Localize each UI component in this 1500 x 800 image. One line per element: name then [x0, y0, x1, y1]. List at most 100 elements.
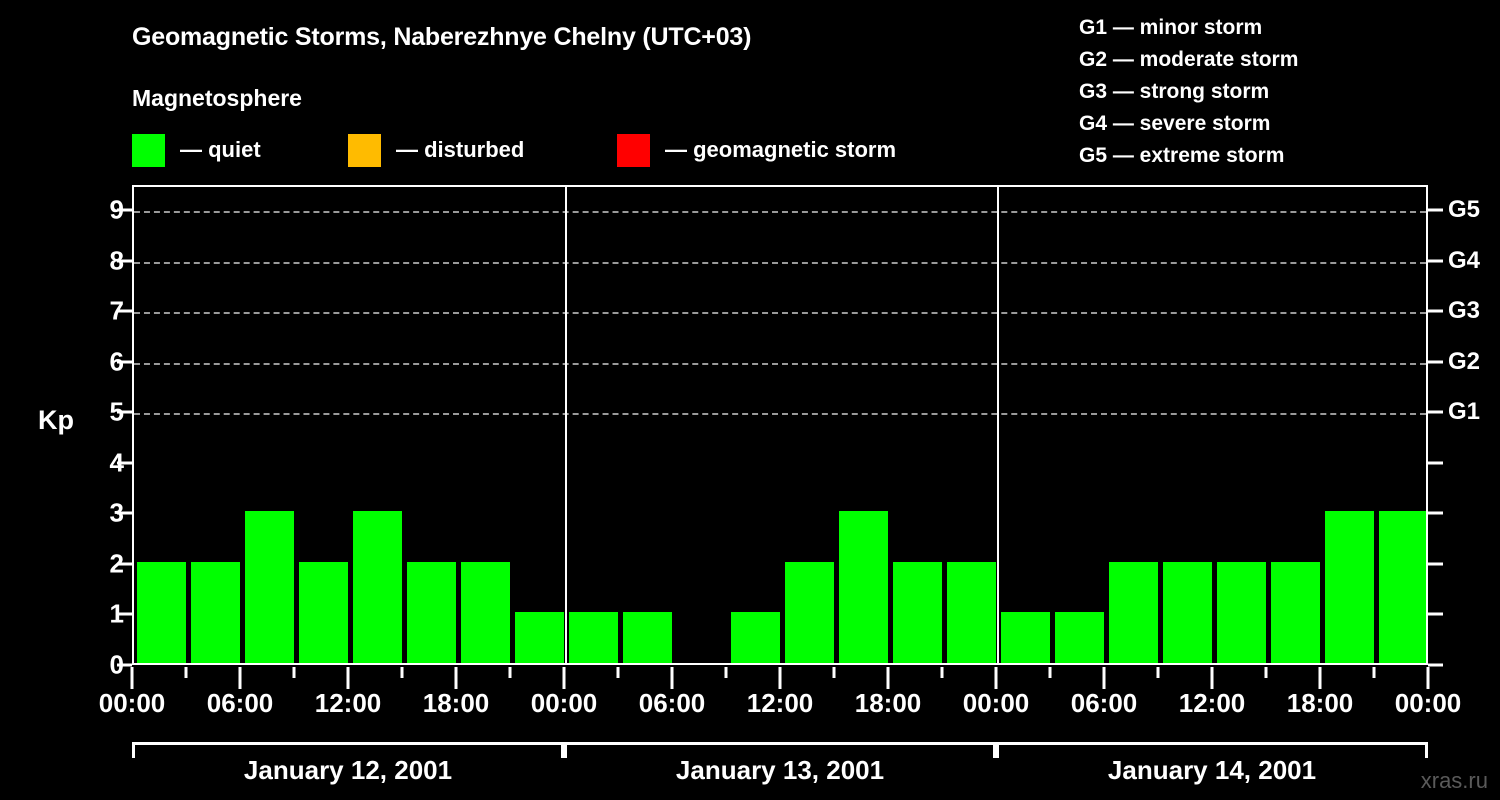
legend-item-1: — disturbed: [348, 133, 524, 167]
bar[interactable]: [1108, 561, 1158, 663]
x-tick-24: [1426, 667, 1430, 689]
y-tick-right-2: [1428, 562, 1443, 566]
bar[interactable]: [784, 561, 834, 663]
gscale-row-g5: G5 — extreme storm: [1079, 144, 1285, 167]
y-tick-right-3: [1428, 511, 1443, 515]
bar[interactable]: [136, 561, 186, 663]
bar[interactable]: [622, 612, 672, 663]
bar[interactable]: [1216, 561, 1266, 663]
chart-subtitle: Magnetosphere: [132, 85, 302, 111]
y-tick-right-6: [1428, 360, 1443, 364]
x-axis-label-6: 12:00: [746, 688, 814, 718]
y-axis-label-0: 0: [109, 649, 124, 680]
legend-item-label: — disturbed: [396, 137, 525, 162]
x-axis-label-0: 00:00: [98, 688, 166, 718]
gridline-kp-9: [134, 211, 1426, 214]
x-tick-13: [832, 667, 836, 678]
x-tick-2: [238, 667, 242, 689]
day-separator-1: [565, 187, 567, 663]
x-tick-6: [454, 667, 458, 689]
y-axis-label-8: 8: [109, 245, 124, 276]
g-axis-label-g3: G3: [1448, 297, 1481, 325]
gscale-row-g1: G1 — minor storm: [1079, 16, 1263, 39]
g-axis-label-g1: G1: [1448, 398, 1481, 426]
day-separator-2: [997, 187, 999, 663]
gridline-kp-7: [134, 312, 1426, 315]
y-tick-left-4: [117, 461, 132, 465]
bar[interactable]: [1054, 612, 1104, 663]
bar[interactable]: [190, 561, 240, 663]
date-label-2: January 14, 2001: [1107, 755, 1317, 785]
bar[interactable]: [568, 612, 618, 663]
y-tick-left-9: [117, 208, 132, 212]
legend-item-label: — geomagnetic storm: [665, 137, 897, 162]
x-tick-3: [292, 667, 296, 678]
y-tick-right-9: [1428, 208, 1443, 212]
y-tick-right-7: [1428, 309, 1443, 313]
gscale-row-g3: G3 — strong storm: [1079, 80, 1270, 103]
y-tick-right-0: [1428, 663, 1443, 667]
y-tick-left-1: [117, 612, 132, 616]
bar[interactable]: [1000, 612, 1050, 663]
bar[interactable]: [514, 612, 564, 663]
y-tick-left-3: [117, 511, 132, 515]
x-axis-label-4: 00:00: [530, 688, 598, 718]
x-axis-label-12: 00:00: [1394, 688, 1462, 718]
y-tick-right-8: [1428, 259, 1443, 263]
bar[interactable]: [460, 561, 510, 663]
bar[interactable]: [244, 511, 294, 663]
bar[interactable]: [1378, 511, 1426, 663]
bar[interactable]: [946, 561, 996, 663]
y-tick-right-1: [1428, 612, 1443, 616]
y-axis-title: Kp: [38, 405, 74, 435]
x-tick-16: [994, 667, 998, 689]
x-tick-0: [130, 667, 134, 689]
x-axis-label-8: 00:00: [962, 688, 1030, 718]
bar[interactable]: [406, 561, 456, 663]
bar[interactable]: [1324, 511, 1374, 663]
watermark: xras.ru: [1420, 768, 1488, 793]
page-title: Geomagnetic Storms, Naberezhnye Chelny (…: [132, 23, 752, 51]
bar[interactable]: [892, 561, 942, 663]
x-axis-label-7: 18:00: [854, 688, 922, 718]
date-label-1: January 13, 2001: [675, 755, 885, 785]
y-axis-label-4: 4: [109, 447, 124, 478]
g-axis-label-g4: G4: [1448, 246, 1481, 274]
plot-area: [132, 185, 1428, 665]
bar[interactable]: [838, 511, 888, 663]
y-axis-label-5: 5: [109, 396, 124, 427]
g-axis-label-g2: G2: [1448, 347, 1481, 375]
legend-item-0: — quiet: [132, 133, 261, 167]
bar[interactable]: [1162, 561, 1212, 663]
legend-item-2: — geomagnetic storm: [617, 133, 896, 167]
bar[interactable]: [730, 612, 780, 663]
x-tick-8: [562, 667, 566, 689]
date-bracket-1: [564, 742, 996, 758]
y-tick-right-4: [1428, 461, 1443, 465]
x-tick-17: [1048, 667, 1052, 678]
x-axis-label-3: 18:00: [422, 688, 490, 718]
y-tick-left-7: [117, 309, 132, 313]
x-axis-label-10: 12:00: [1178, 688, 1246, 718]
x-tick-4: [346, 667, 350, 689]
gridline-kp-8: [134, 261, 1426, 264]
bar[interactable]: [298, 561, 348, 663]
x-tick-23: [1372, 667, 1376, 678]
x-tick-22: [1318, 667, 1322, 689]
y-tick-left-0: [117, 663, 132, 667]
y-tick-left-6: [117, 360, 132, 364]
y-axis-label-6: 6: [109, 346, 124, 377]
x-tick-1: [184, 667, 188, 678]
x-axis-label-1: 06:00: [206, 688, 274, 718]
plot-inner: [134, 187, 1426, 663]
gscale-row-g4: G4 — severe storm: [1079, 112, 1271, 135]
x-axis-label-11: 18:00: [1286, 688, 1354, 718]
gscale-row-g2: G2 — moderate storm: [1079, 48, 1299, 71]
bar[interactable]: [1270, 561, 1320, 663]
gscale-legend: G1 — minor storm G2 — moderate storm G3 — …: [1079, 12, 1298, 172]
x-tick-5: [400, 667, 404, 678]
y-tick-left-8: [117, 259, 132, 263]
red-square-icon: [617, 133, 650, 167]
bar[interactable]: [352, 511, 402, 663]
x-tick-10: [670, 667, 674, 689]
